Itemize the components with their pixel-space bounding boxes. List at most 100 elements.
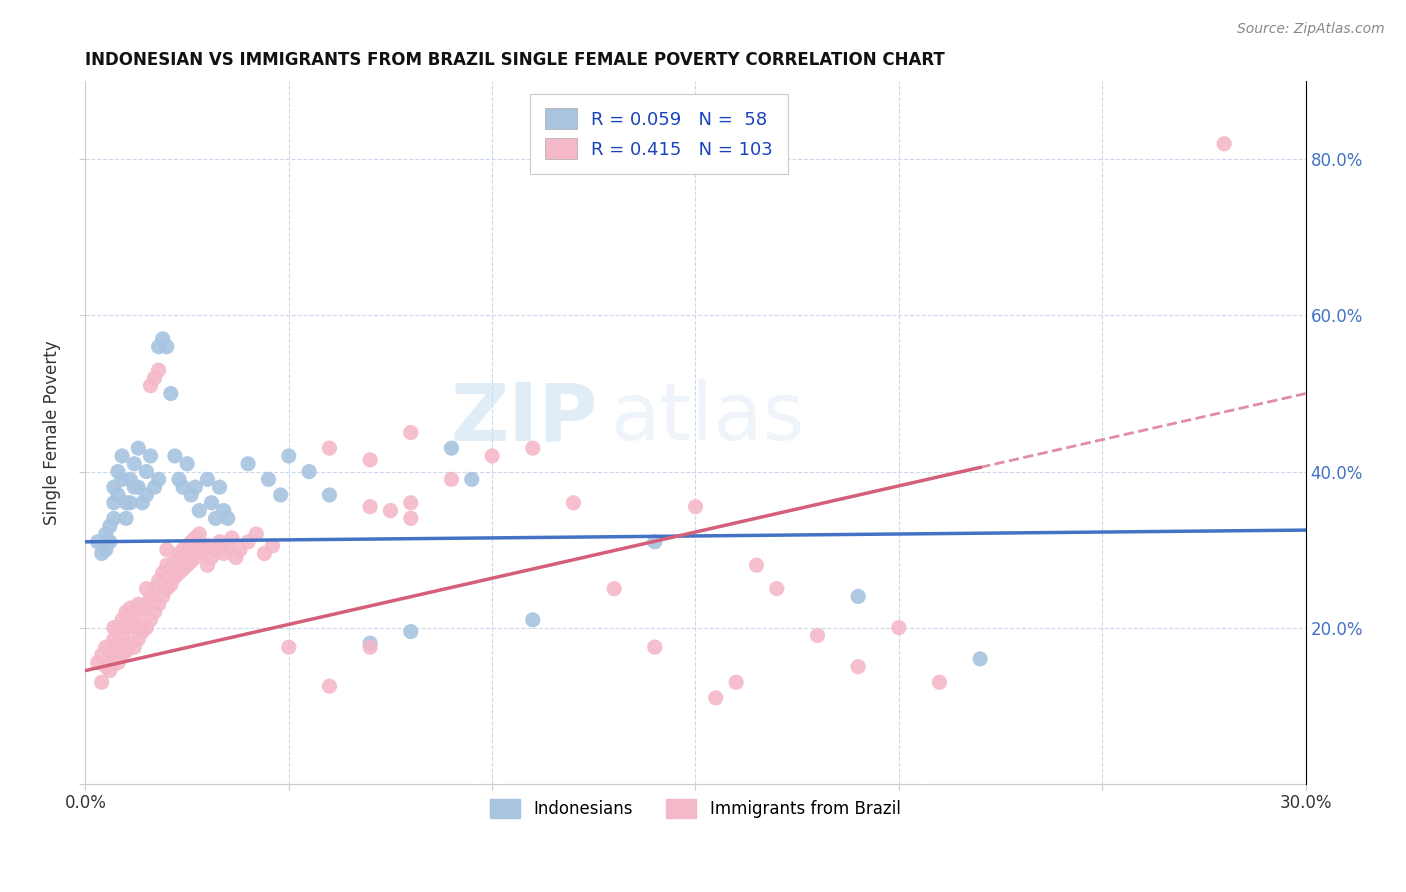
Point (180, 534, 202, 549)
Point (103, 496, 125, 510)
Point (122, 616, 145, 631)
Point (143, 605, 166, 619)
Point (127, 597, 149, 611)
Point (160, 562, 183, 576)
Point (139, 449, 162, 463)
Point (148, 363, 170, 377)
Point (176, 539, 198, 553)
Point (156, 340, 179, 354)
Point (107, 656, 129, 670)
Point (184, 550, 207, 565)
Point (143, 480, 166, 494)
Point (188, 547, 211, 561)
Point (180, 554, 202, 568)
Point (399, 496, 422, 510)
Point (131, 624, 153, 639)
Point (115, 496, 138, 510)
Point (380, 503, 402, 517)
Point (522, 613, 544, 627)
Point (148, 340, 170, 354)
Point (115, 621, 138, 635)
Point (399, 511, 422, 525)
Point (257, 472, 280, 486)
Point (262, 539, 284, 553)
Point (143, 582, 166, 596)
Point (167, 472, 190, 486)
Point (94, 640, 117, 655)
Point (120, 472, 142, 486)
Legend: Indonesians, Immigrants from Brazil: Indonesians, Immigrants from Brazil (484, 792, 907, 824)
Point (172, 542, 194, 557)
Point (90, 547, 112, 561)
Point (98, 664, 121, 678)
Point (148, 597, 170, 611)
Text: ZIP: ZIP (450, 379, 598, 458)
Point (522, 441, 544, 455)
Point (745, 558, 768, 573)
Point (103, 652, 125, 666)
Point (277, 640, 299, 655)
Point (156, 542, 179, 557)
Point (98, 519, 121, 533)
Point (127, 609, 149, 624)
Point (122, 480, 145, 494)
Point (120, 601, 142, 615)
Point (204, 542, 226, 557)
Point (212, 547, 235, 561)
Point (156, 582, 179, 596)
Point (204, 511, 226, 525)
Point (197, 539, 219, 553)
Point (120, 496, 142, 510)
Point (86, 656, 108, 670)
Point (167, 547, 190, 561)
Point (94, 659, 117, 673)
Point (197, 558, 219, 573)
Point (217, 539, 239, 553)
Point (135, 582, 157, 596)
Point (277, 449, 299, 463)
Point (172, 562, 194, 576)
Point (90, 648, 112, 662)
Point (440, 441, 463, 455)
Point (122, 457, 145, 471)
Point (163, 570, 186, 584)
Point (103, 632, 125, 647)
Point (94, 542, 117, 557)
Point (115, 644, 138, 658)
Point (143, 371, 166, 385)
Text: INDONESIAN VS IMMIGRANTS FROM BRAZIL SINGLE FEMALE POVERTY CORRELATION CHART: INDONESIAN VS IMMIGRANTS FROM BRAZIL SIN… (86, 51, 945, 69)
Point (111, 613, 134, 627)
Y-axis label: Single Female Poverty: Single Female Poverty (44, 340, 60, 524)
Point (208, 534, 231, 549)
Point (135, 597, 157, 611)
Point (318, 679, 340, 693)
Point (1213, 136, 1236, 151)
Point (200, 496, 222, 510)
Point (103, 621, 125, 635)
Point (245, 527, 267, 541)
Point (399, 425, 422, 440)
Point (253, 547, 276, 561)
Point (148, 574, 170, 588)
Point (152, 566, 174, 580)
Point (184, 531, 207, 545)
Point (107, 636, 129, 650)
Point (208, 480, 231, 494)
Point (156, 558, 179, 573)
Point (212, 503, 235, 517)
Point (180, 488, 202, 502)
Point (236, 534, 259, 549)
Point (176, 457, 198, 471)
Point (887, 621, 910, 635)
Point (131, 601, 153, 615)
Point (399, 624, 422, 639)
Point (318, 441, 340, 455)
Point (197, 472, 219, 486)
Point (200, 550, 222, 565)
Point (644, 640, 666, 655)
Point (229, 542, 252, 557)
Point (152, 332, 174, 346)
Point (725, 675, 748, 690)
Point (481, 449, 503, 463)
Point (160, 386, 183, 401)
